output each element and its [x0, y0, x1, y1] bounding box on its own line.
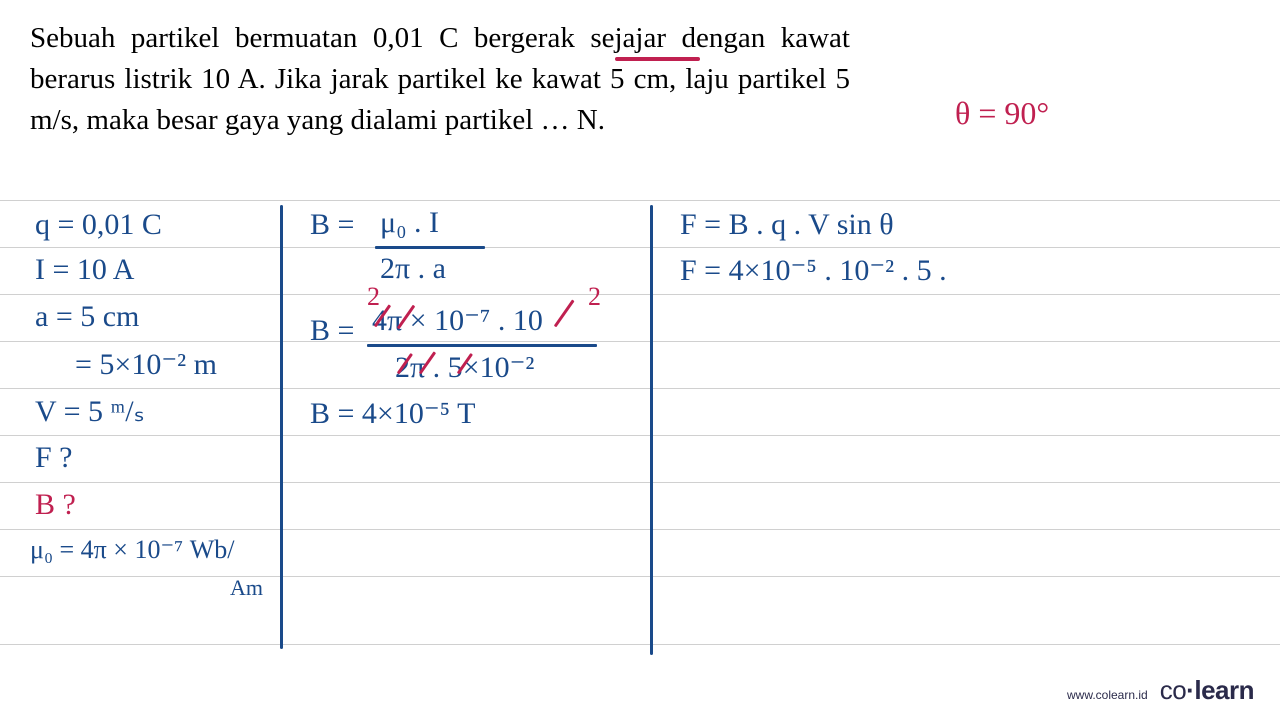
given-I: I = 10 A — [35, 253, 134, 287]
ruled-paper — [0, 200, 1280, 660]
f-formula: F = B . q . V sin θ — [680, 208, 894, 242]
b-result: B = 4×10⁻⁵ T — [310, 396, 475, 431]
given-q: q = 0,01 C — [35, 208, 162, 242]
theta-annotation: θ = 90° — [955, 95, 1049, 132]
b-formula-den: 2π . a — [380, 252, 446, 286]
b-sub-num: 4π × 10⁻⁷ . 10 — [372, 303, 543, 338]
unknown-B: B ? — [35, 488, 76, 522]
unknown-F: F ? — [35, 441, 73, 475]
b-sub-lhs: B = — [310, 314, 354, 348]
b-formula-lhs: B = — [310, 208, 354, 242]
given-a-meters: = 5×10⁻² m — [75, 347, 217, 382]
given-mu0: μ₀ = 4π × 10⁻⁷ Wb/ — [30, 535, 235, 565]
b-sub-fracline — [367, 344, 597, 347]
given-v: V = 5 ᵐ/ₛ — [35, 394, 145, 429]
divider-2 — [650, 205, 653, 655]
b-formula-num: μ₀ . I — [380, 206, 439, 240]
given-mu0-unit: Am — [230, 575, 263, 601]
underline-sejajar — [615, 57, 700, 61]
divider-1 — [280, 205, 283, 649]
given-a: a = 5 cm — [35, 300, 139, 334]
footer: www.colearn.id co·learn — [1067, 675, 1254, 706]
footer-logo: co·learn — [1160, 675, 1254, 706]
cancel-2-top: 2 — [367, 282, 380, 312]
f-sub: F = 4×10⁻⁵ . 10⁻² . 5 . — [680, 253, 947, 288]
b-sub-den: 2π . 5×10⁻² — [395, 350, 534, 385]
footer-url: www.colearn.id — [1067, 688, 1148, 702]
b-formula-fracline — [375, 246, 485, 249]
cancel-2-right: 2 — [588, 282, 601, 312]
problem-statement: Sebuah partikel bermuatan 0,01 C bergera… — [30, 18, 850, 142]
